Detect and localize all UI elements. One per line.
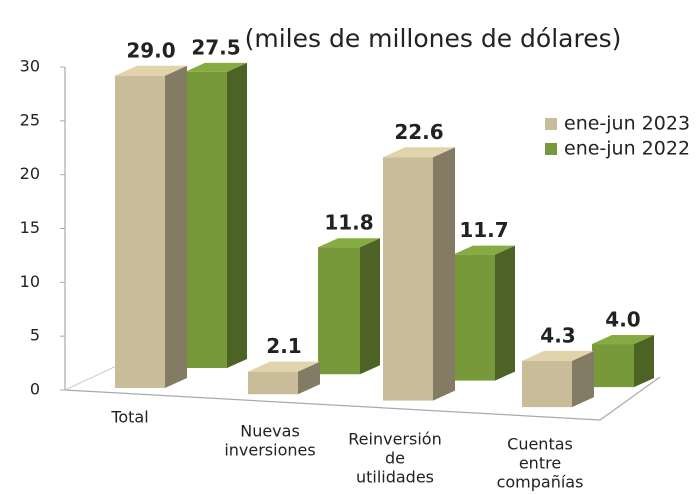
bar-side <box>165 65 187 389</box>
chart-title: (miles de millones de dólares) <box>245 24 622 53</box>
x-tick-label: de <box>385 449 405 468</box>
x-tick-label: inversiones <box>224 441 315 460</box>
x-tick-label: compañías <box>497 473 584 492</box>
legend-swatch <box>545 118 557 130</box>
x-tick-label: Reinversión <box>348 430 441 449</box>
x-tick-label: Total <box>110 408 148 427</box>
value-label: 4.0 <box>605 308 640 332</box>
x-tick-label: Cuentas <box>507 435 573 454</box>
bar-side <box>298 361 320 395</box>
y-tick-label: 30 <box>20 57 40 76</box>
bar-side <box>360 238 380 375</box>
bar <box>115 75 165 389</box>
bar-top <box>522 350 594 361</box>
legend-label: ene-jun 2022 <box>564 138 690 160</box>
y-tick-label: 20 <box>20 164 40 183</box>
bar <box>453 254 495 381</box>
legend-swatch <box>545 143 557 155</box>
y-tick-label: 15 <box>20 218 40 237</box>
bar-top <box>383 147 455 158</box>
bar <box>522 360 572 408</box>
x-tick-label: entre <box>519 454 561 473</box>
bar-side <box>634 335 654 388</box>
bar <box>248 371 298 395</box>
bar-side <box>227 62 247 369</box>
y-tick-label: 10 <box>20 272 40 291</box>
bar-top <box>453 245 515 255</box>
value-label: 27.5 <box>191 35 240 59</box>
value-label: 22.6 <box>394 120 443 144</box>
value-label: 2.1 <box>266 334 301 358</box>
x-tick-label: Nuevas <box>240 422 300 441</box>
bar-top <box>318 238 380 248</box>
bar <box>185 71 227 369</box>
bar <box>318 247 360 375</box>
y-tick-label: 25 <box>20 110 40 129</box>
bar <box>383 157 433 401</box>
y-tick-label: 0 <box>30 380 40 399</box>
bar-side <box>572 350 594 408</box>
bar <box>592 344 634 388</box>
bar-top <box>592 335 654 345</box>
y-tick-label: 5 <box>30 326 40 345</box>
value-label: 11.7 <box>459 218 508 242</box>
bar-side <box>495 245 515 381</box>
legend-label: ene-jun 2023 <box>564 113 690 135</box>
bar-top <box>115 65 187 76</box>
value-label: 4.3 <box>540 323 575 347</box>
x-tick-label: utilidades <box>356 468 434 487</box>
bar-top <box>185 62 247 72</box>
value-label: 29.0 <box>126 38 175 62</box>
value-label: 11.8 <box>324 211 373 235</box>
bar-side <box>433 147 455 401</box>
bar-top <box>248 361 320 372</box>
